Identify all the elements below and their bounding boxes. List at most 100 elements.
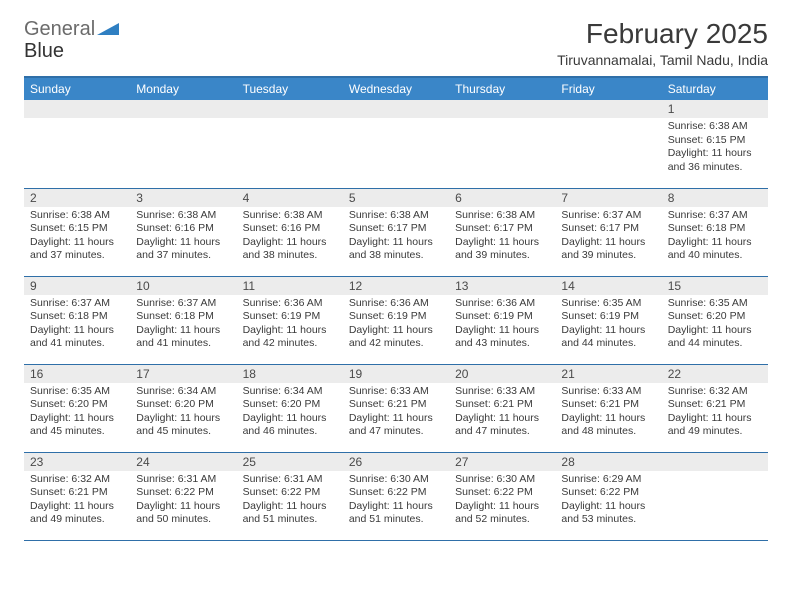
day-number: 8 — [662, 189, 768, 207]
calendar-day-cell: 15Sunrise: 6:35 AMSunset: 6:20 PMDayligh… — [662, 276, 768, 364]
day-number: 1 — [662, 100, 768, 118]
day-number — [555, 100, 661, 118]
day-number: 11 — [237, 277, 343, 295]
day-details: Sunrise: 6:32 AMSunset: 6:21 PMDaylight:… — [662, 383, 768, 444]
day-details: Sunrise: 6:34 AMSunset: 6:20 PMDaylight:… — [237, 383, 343, 444]
day-number: 24 — [130, 453, 236, 471]
day-details — [449, 118, 555, 124]
day-number — [449, 100, 555, 118]
day-number: 6 — [449, 189, 555, 207]
day-details: Sunrise: 6:35 AMSunset: 6:20 PMDaylight:… — [662, 295, 768, 356]
day-details: Sunrise: 6:33 AMSunset: 6:21 PMDaylight:… — [343, 383, 449, 444]
day-details: Sunrise: 6:38 AMSunset: 6:16 PMDaylight:… — [237, 207, 343, 268]
day-details: Sunrise: 6:34 AMSunset: 6:20 PMDaylight:… — [130, 383, 236, 444]
calendar-day-cell: 2Sunrise: 6:38 AMSunset: 6:15 PMDaylight… — [24, 188, 130, 276]
calendar-day-cell: 5Sunrise: 6:38 AMSunset: 6:17 PMDaylight… — [343, 188, 449, 276]
location-text: Tiruvannamalai, Tamil Nadu, India — [557, 52, 768, 68]
calendar-week-row: 2Sunrise: 6:38 AMSunset: 6:15 PMDaylight… — [24, 188, 768, 276]
calendar-day-cell — [449, 100, 555, 188]
title-block: February 2025 Tiruvannamalai, Tamil Nadu… — [557, 18, 768, 68]
day-details: Sunrise: 6:35 AMSunset: 6:19 PMDaylight:… — [555, 295, 661, 356]
day-details — [237, 118, 343, 124]
day-number: 16 — [24, 365, 130, 383]
day-number — [662, 453, 768, 471]
month-title: February 2025 — [557, 18, 768, 50]
day-details: Sunrise: 6:38 AMSunset: 6:16 PMDaylight:… — [130, 207, 236, 268]
calendar-day-cell: 1Sunrise: 6:38 AMSunset: 6:15 PMDaylight… — [662, 100, 768, 188]
day-number — [130, 100, 236, 118]
day-details: Sunrise: 6:37 AMSunset: 6:18 PMDaylight:… — [662, 207, 768, 268]
calendar-day-cell — [237, 100, 343, 188]
weekday-header: Friday — [555, 78, 661, 100]
calendar-day-cell: 11Sunrise: 6:36 AMSunset: 6:19 PMDayligh… — [237, 276, 343, 364]
brand-word-2-wrap: Blue — [24, 40, 64, 63]
day-details: Sunrise: 6:37 AMSunset: 6:18 PMDaylight:… — [130, 295, 236, 356]
day-details — [343, 118, 449, 124]
day-number: 18 — [237, 365, 343, 383]
day-details: Sunrise: 6:29 AMSunset: 6:22 PMDaylight:… — [555, 471, 661, 532]
calendar-body: 1Sunrise: 6:38 AMSunset: 6:15 PMDaylight… — [24, 100, 768, 540]
calendar-day-cell: 8Sunrise: 6:37 AMSunset: 6:18 PMDaylight… — [662, 188, 768, 276]
day-details: Sunrise: 6:31 AMSunset: 6:22 PMDaylight:… — [237, 471, 343, 532]
day-details — [555, 118, 661, 124]
day-number: 12 — [343, 277, 449, 295]
day-details: Sunrise: 6:38 AMSunset: 6:17 PMDaylight:… — [343, 207, 449, 268]
day-details: Sunrise: 6:36 AMSunset: 6:19 PMDaylight:… — [343, 295, 449, 356]
day-number: 5 — [343, 189, 449, 207]
day-details: Sunrise: 6:38 AMSunset: 6:15 PMDaylight:… — [24, 207, 130, 268]
day-details: Sunrise: 6:31 AMSunset: 6:22 PMDaylight:… — [130, 471, 236, 532]
brand-triangle-icon — [97, 18, 119, 41]
day-details: Sunrise: 6:37 AMSunset: 6:17 PMDaylight:… — [555, 207, 661, 268]
day-number: 4 — [237, 189, 343, 207]
day-number: 9 — [24, 277, 130, 295]
weekday-header: Sunday — [24, 78, 130, 100]
calendar-day-cell: 24Sunrise: 6:31 AMSunset: 6:22 PMDayligh… — [130, 452, 236, 540]
calendar-day-cell: 4Sunrise: 6:38 AMSunset: 6:16 PMDaylight… — [237, 188, 343, 276]
day-details: Sunrise: 6:36 AMSunset: 6:19 PMDaylight:… — [237, 295, 343, 356]
calendar-day-cell: 19Sunrise: 6:33 AMSunset: 6:21 PMDayligh… — [343, 364, 449, 452]
day-number: 21 — [555, 365, 661, 383]
calendar-day-cell — [555, 100, 661, 188]
weekday-header: Saturday — [662, 78, 768, 100]
calendar-day-cell: 17Sunrise: 6:34 AMSunset: 6:20 PMDayligh… — [130, 364, 236, 452]
day-number: 14 — [555, 277, 661, 295]
calendar-day-cell: 21Sunrise: 6:33 AMSunset: 6:21 PMDayligh… — [555, 364, 661, 452]
day-number: 27 — [449, 453, 555, 471]
day-details: Sunrise: 6:38 AMSunset: 6:15 PMDaylight:… — [662, 118, 768, 179]
calendar-day-cell: 13Sunrise: 6:36 AMSunset: 6:19 PMDayligh… — [449, 276, 555, 364]
calendar-day-cell: 16Sunrise: 6:35 AMSunset: 6:20 PMDayligh… — [24, 364, 130, 452]
calendar-day-cell: 22Sunrise: 6:32 AMSunset: 6:21 PMDayligh… — [662, 364, 768, 452]
day-details: Sunrise: 6:38 AMSunset: 6:17 PMDaylight:… — [449, 207, 555, 268]
day-number: 7 — [555, 189, 661, 207]
day-details — [24, 118, 130, 124]
weekday-header: Thursday — [449, 78, 555, 100]
day-number: 13 — [449, 277, 555, 295]
calendar-week-row: 16Sunrise: 6:35 AMSunset: 6:20 PMDayligh… — [24, 364, 768, 452]
calendar-day-cell — [343, 100, 449, 188]
day-number — [24, 100, 130, 118]
brand-word-2: Blue — [24, 40, 64, 62]
day-details: Sunrise: 6:36 AMSunset: 6:19 PMDaylight:… — [449, 295, 555, 356]
day-details — [662, 471, 768, 477]
calendar-day-cell: 12Sunrise: 6:36 AMSunset: 6:19 PMDayligh… — [343, 276, 449, 364]
day-number: 26 — [343, 453, 449, 471]
day-number — [237, 100, 343, 118]
day-number: 2 — [24, 189, 130, 207]
calendar-day-cell — [24, 100, 130, 188]
calendar-day-cell: 27Sunrise: 6:30 AMSunset: 6:22 PMDayligh… — [449, 452, 555, 540]
calendar-table: SundayMondayTuesdayWednesdayThursdayFrid… — [24, 78, 768, 541]
calendar-day-cell: 6Sunrise: 6:38 AMSunset: 6:17 PMDaylight… — [449, 188, 555, 276]
day-details: Sunrise: 6:33 AMSunset: 6:21 PMDaylight:… — [555, 383, 661, 444]
day-details: Sunrise: 6:33 AMSunset: 6:21 PMDaylight:… — [449, 383, 555, 444]
day-number: 19 — [343, 365, 449, 383]
day-number: 3 — [130, 189, 236, 207]
brand-logo: General — [24, 18, 121, 41]
day-details: Sunrise: 6:32 AMSunset: 6:21 PMDaylight:… — [24, 471, 130, 532]
day-number — [343, 100, 449, 118]
weekday-header: Monday — [130, 78, 236, 100]
day-number: 20 — [449, 365, 555, 383]
day-details — [130, 118, 236, 124]
calendar-day-cell: 23Sunrise: 6:32 AMSunset: 6:21 PMDayligh… — [24, 452, 130, 540]
brand-word-1: General — [24, 18, 95, 41]
weekday-header-row: SundayMondayTuesdayWednesdayThursdayFrid… — [24, 78, 768, 100]
